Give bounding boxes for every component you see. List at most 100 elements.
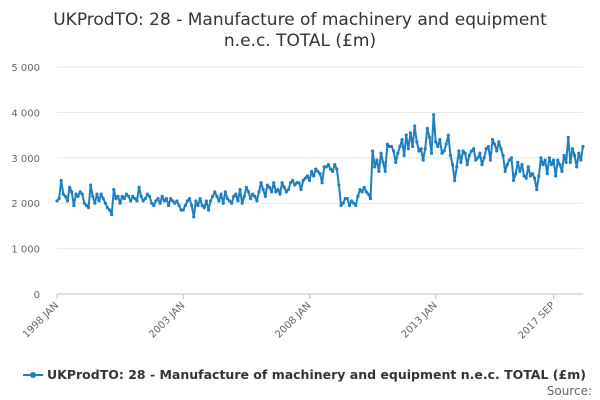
data-point[interactable]	[223, 190, 227, 194]
data-point[interactable]	[438, 138, 442, 142]
data-point[interactable]	[404, 133, 408, 137]
data-point[interactable]	[65, 199, 70, 203]
data-point[interactable]	[421, 158, 425, 162]
data-point[interactable]	[331, 169, 335, 174]
data-point[interactable]	[482, 156, 486, 160]
data-point[interactable]	[389, 144, 394, 149]
data-point[interactable]	[211, 194, 215, 198]
data-point[interactable]	[145, 192, 150, 196]
data-point[interactable]	[288, 181, 293, 185]
data-point[interactable]	[556, 158, 560, 162]
data-point[interactable]	[152, 203, 156, 208]
data-point[interactable]	[280, 181, 284, 185]
data-point[interactable]	[522, 174, 526, 178]
data-point[interactable]	[379, 151, 383, 155]
data-point[interactable]	[551, 158, 556, 162]
data-point[interactable]	[497, 140, 501, 144]
data-point[interactable]	[284, 190, 288, 194]
data-point[interactable]	[129, 199, 133, 203]
data-point[interactable]	[72, 203, 76, 208]
data-point[interactable]	[234, 192, 238, 196]
data-point[interactable]	[581, 144, 585, 149]
data-point[interactable]	[208, 199, 213, 203]
data-point[interactable]	[301, 178, 305, 183]
data-point[interactable]	[265, 183, 269, 187]
data-point[interactable]	[175, 199, 179, 203]
data-point[interactable]	[242, 194, 246, 198]
data-point[interactable]	[572, 153, 577, 158]
data-point[interactable]	[406, 147, 410, 151]
data-point[interactable]	[101, 197, 105, 201]
data-point[interactable]	[118, 201, 122, 205]
data-point[interactable]	[471, 147, 476, 151]
data-point[interactable]	[93, 201, 97, 205]
data-point[interactable]	[61, 192, 65, 196]
data-point[interactable]	[419, 147, 423, 151]
data-point[interactable]	[257, 190, 261, 194]
data-point[interactable]	[488, 158, 493, 162]
data-point[interactable]	[238, 187, 242, 192]
data-point[interactable]	[169, 197, 173, 201]
data-point[interactable]	[467, 153, 471, 158]
data-point[interactable]	[187, 197, 192, 201]
data-point[interactable]	[82, 201, 86, 205]
data-point[interactable]	[74, 192, 78, 196]
data-point[interactable]	[465, 163, 469, 167]
data-point[interactable]	[213, 190, 217, 194]
data-point[interactable]	[108, 208, 112, 212]
data-point[interactable]	[577, 151, 581, 155]
data-point[interactable]	[566, 135, 570, 139]
data-point[interactable]	[362, 185, 366, 189]
data-point[interactable]	[204, 199, 208, 203]
data-point[interactable]	[499, 147, 503, 151]
data-point[interactable]	[354, 203, 358, 208]
data-point[interactable]	[272, 181, 276, 185]
data-point[interactable]	[248, 197, 253, 201]
data-point[interactable]	[303, 176, 307, 180]
data-point[interactable]	[461, 149, 465, 153]
data-point[interactable]	[427, 135, 432, 139]
data-point[interactable]	[135, 199, 139, 203]
data-point[interactable]	[99, 192, 103, 196]
data-point[interactable]	[177, 203, 181, 208]
legend-label[interactable]: UKProdTO: 28 - Manufacture of machinery …	[47, 367, 586, 382]
data-point[interactable]	[190, 203, 194, 208]
data-point[interactable]	[358, 187, 362, 192]
data-point[interactable]	[141, 199, 145, 203]
data-point[interactable]	[366, 192, 370, 196]
data-point[interactable]	[173, 201, 177, 205]
data-point[interactable]	[160, 194, 164, 198]
data-point[interactable]	[410, 144, 415, 149]
data-point[interactable]	[282, 185, 286, 189]
data-point[interactable]	[453, 178, 457, 183]
data-point[interactable]	[442, 149, 446, 153]
data-point[interactable]	[309, 169, 314, 174]
data-point[interactable]	[297, 181, 301, 185]
data-point[interactable]	[143, 197, 147, 201]
data-point[interactable]	[263, 194, 267, 198]
data-point[interactable]	[450, 163, 455, 167]
data-point[interactable]	[535, 187, 539, 192]
data-point[interactable]	[86, 206, 91, 210]
data-point[interactable]	[255, 199, 259, 203]
data-point[interactable]	[137, 185, 141, 189]
data-point[interactable]	[246, 190, 251, 194]
data-point[interactable]	[364, 190, 368, 194]
data-point[interactable]	[150, 201, 154, 205]
data-point[interactable]	[436, 144, 440, 149]
data-point[interactable]	[253, 194, 257, 198]
data-point[interactable]	[570, 147, 575, 151]
data-point[interactable]	[558, 163, 562, 167]
data-point[interactable]	[110, 212, 114, 217]
data-point[interactable]	[316, 169, 320, 174]
data-point[interactable]	[116, 194, 120, 198]
data-point[interactable]	[511, 178, 516, 183]
data-point[interactable]	[133, 197, 137, 201]
data-point[interactable]	[202, 206, 206, 210]
data-point[interactable]	[423, 147, 427, 151]
data-point[interactable]	[57, 197, 61, 201]
data-point[interactable]	[349, 199, 354, 203]
data-point[interactable]	[490, 138, 495, 142]
data-point[interactable]	[417, 149, 421, 153]
data-point[interactable]	[520, 163, 524, 167]
